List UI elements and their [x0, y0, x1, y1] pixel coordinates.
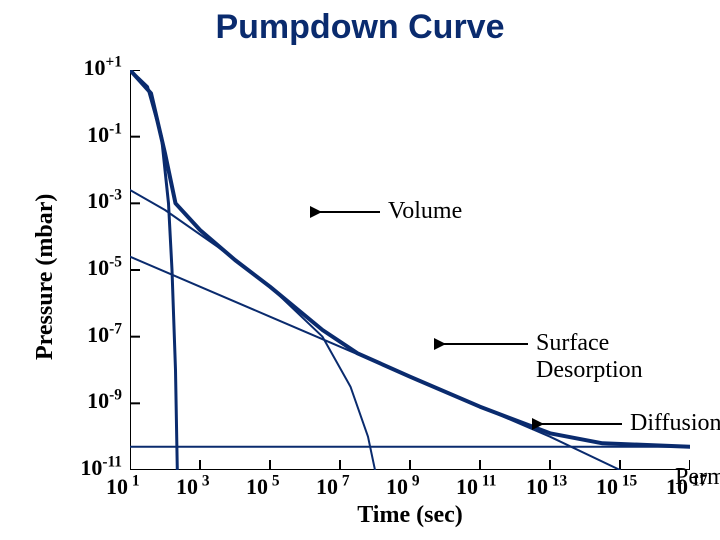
annotation-permeation: Permeation — [675, 464, 720, 491]
plot-svg — [130, 70, 690, 470]
x-tick-label: 10 1 — [106, 474, 140, 500]
x-axis-label: Time (sec) — [130, 502, 690, 529]
y-tick-label: 10-9 — [87, 388, 122, 414]
y-tick-label: 10-1 — [87, 122, 122, 148]
chart-title: Pumpdown Curve — [0, 8, 720, 47]
y-tick-label: 10+1 — [84, 55, 122, 81]
x-tick-label: 10 15 — [596, 474, 637, 500]
y-tick-label: 10-7 — [87, 322, 122, 348]
x-tick-label: 10 11 — [456, 474, 496, 500]
y-axis-label: Pressure (mbar) — [32, 194, 59, 360]
x-tick-label: 10 5 — [246, 474, 280, 500]
x-tick-label: 10 3 — [176, 474, 210, 500]
y-tick-label: 10-3 — [87, 188, 122, 214]
x-tick-label: 10 9 — [386, 474, 420, 500]
annotation-surface: Surface Desorption — [536, 330, 720, 384]
plot-area — [130, 70, 690, 470]
y-tick-label: 10-5 — [87, 255, 122, 281]
annotation-diffusion: Diffusion — [630, 410, 720, 437]
annotation-volume: Volume — [388, 198, 462, 225]
x-tick-label: 10 13 — [526, 474, 567, 500]
x-tick-label: 10 7 — [316, 474, 350, 500]
